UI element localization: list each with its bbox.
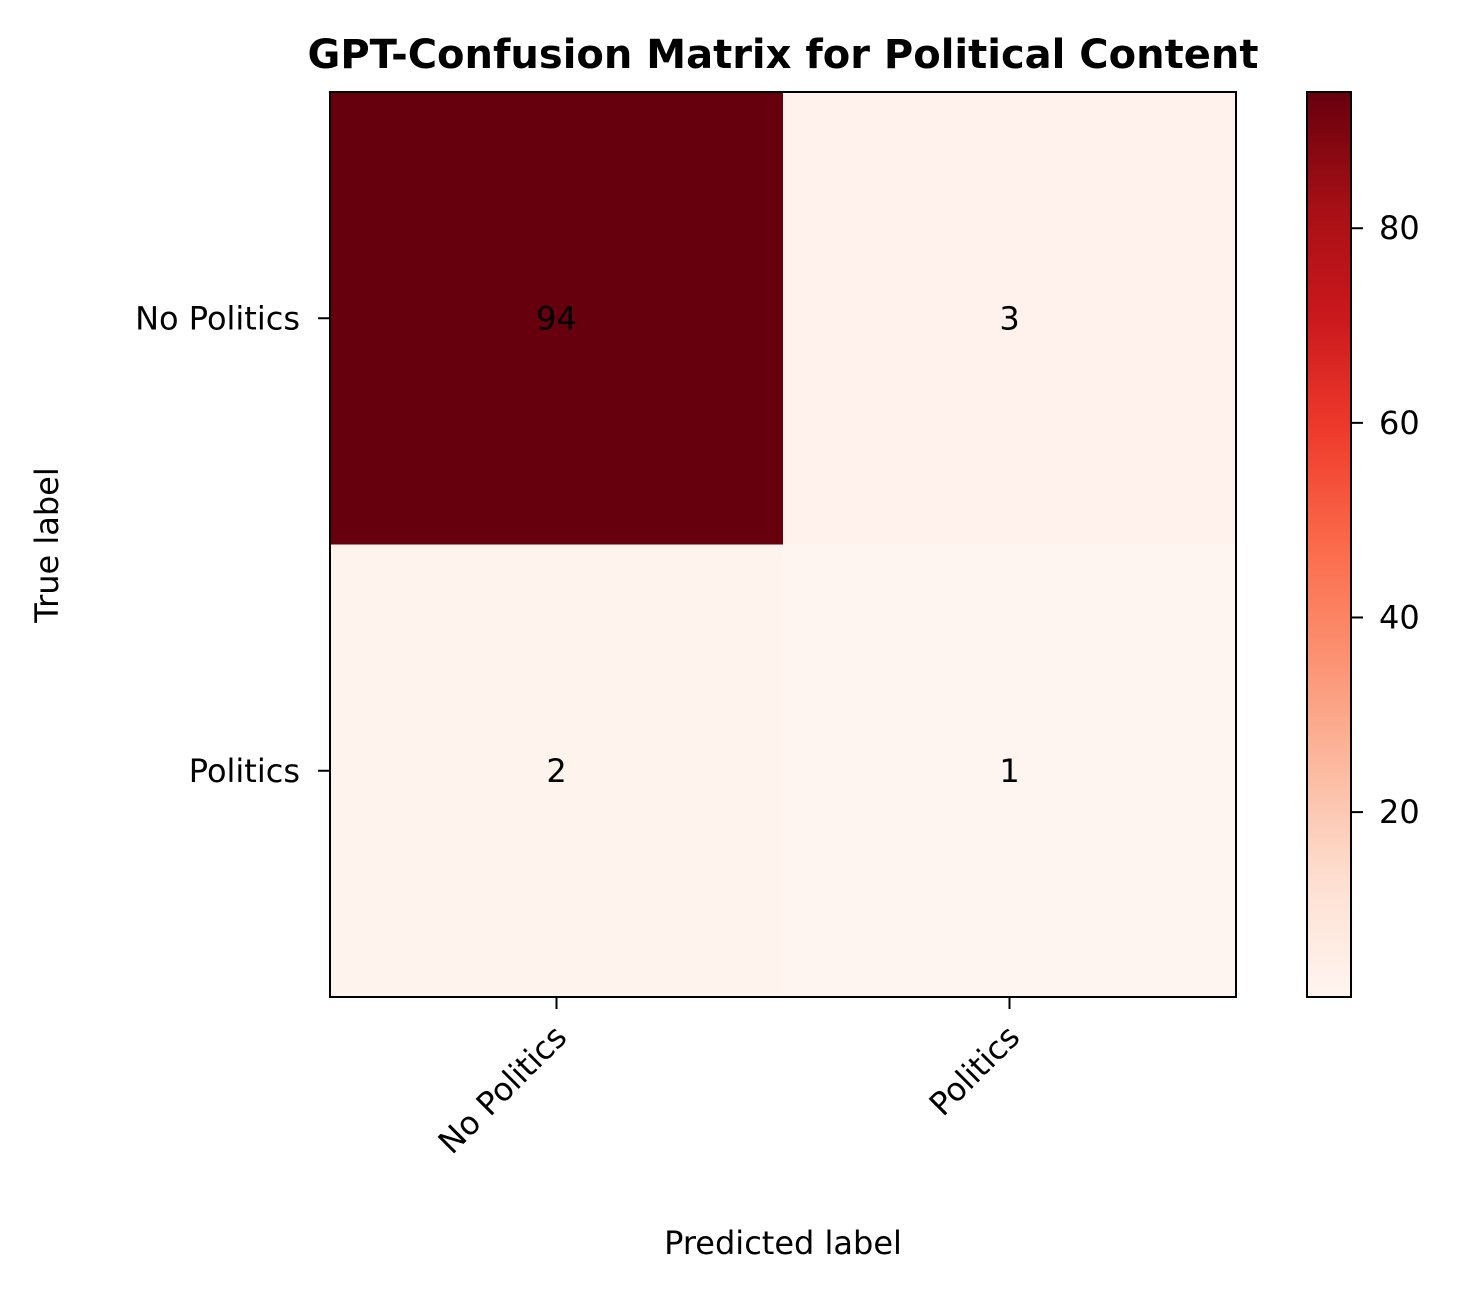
heatmap-cell-value: 3	[999, 299, 1019, 337]
colorbar-tick-label: 80	[1379, 209, 1420, 247]
y-tick-label: Politics	[189, 752, 300, 790]
heatmap-cell	[783, 92, 1236, 545]
x-tick-label: No Politics	[431, 1018, 574, 1161]
chart-title: GPT-Confusion Matrix for Political Conte…	[308, 32, 1259, 78]
heatmap-cell-labels: 94 3 2 1	[536, 299, 1020, 790]
heatmap-cells	[330, 92, 1236, 997]
colorbar-tick-label: 60	[1379, 404, 1420, 442]
heatmap-cell-value: 94	[536, 299, 577, 337]
x-tick-label: Politics	[922, 1018, 1028, 1124]
heatmap-cell	[783, 544, 1236, 997]
heatmap-cell-value: 1	[999, 752, 1019, 790]
x-axis-label: Predicted label	[664, 1224, 902, 1262]
colorbar-ticks: 20 40 60 80	[1351, 209, 1420, 831]
heatmap-cell-value: 2	[546, 752, 566, 790]
y-tick-label: No Politics	[135, 299, 300, 337]
colorbar	[1306, 91, 1352, 998]
x-axis-ticks: No Politics Politics	[431, 997, 1027, 1161]
colorbar-tick-label: 20	[1379, 793, 1420, 831]
y-axis-label: True label	[28, 467, 66, 624]
colorbar-tick-label: 40	[1379, 598, 1420, 636]
heatmap-cell	[330, 92, 783, 545]
plot-frame	[329, 91, 1237, 998]
heatmap-cell	[330, 544, 783, 997]
y-axis-ticks: No Politics Politics	[135, 299, 330, 790]
